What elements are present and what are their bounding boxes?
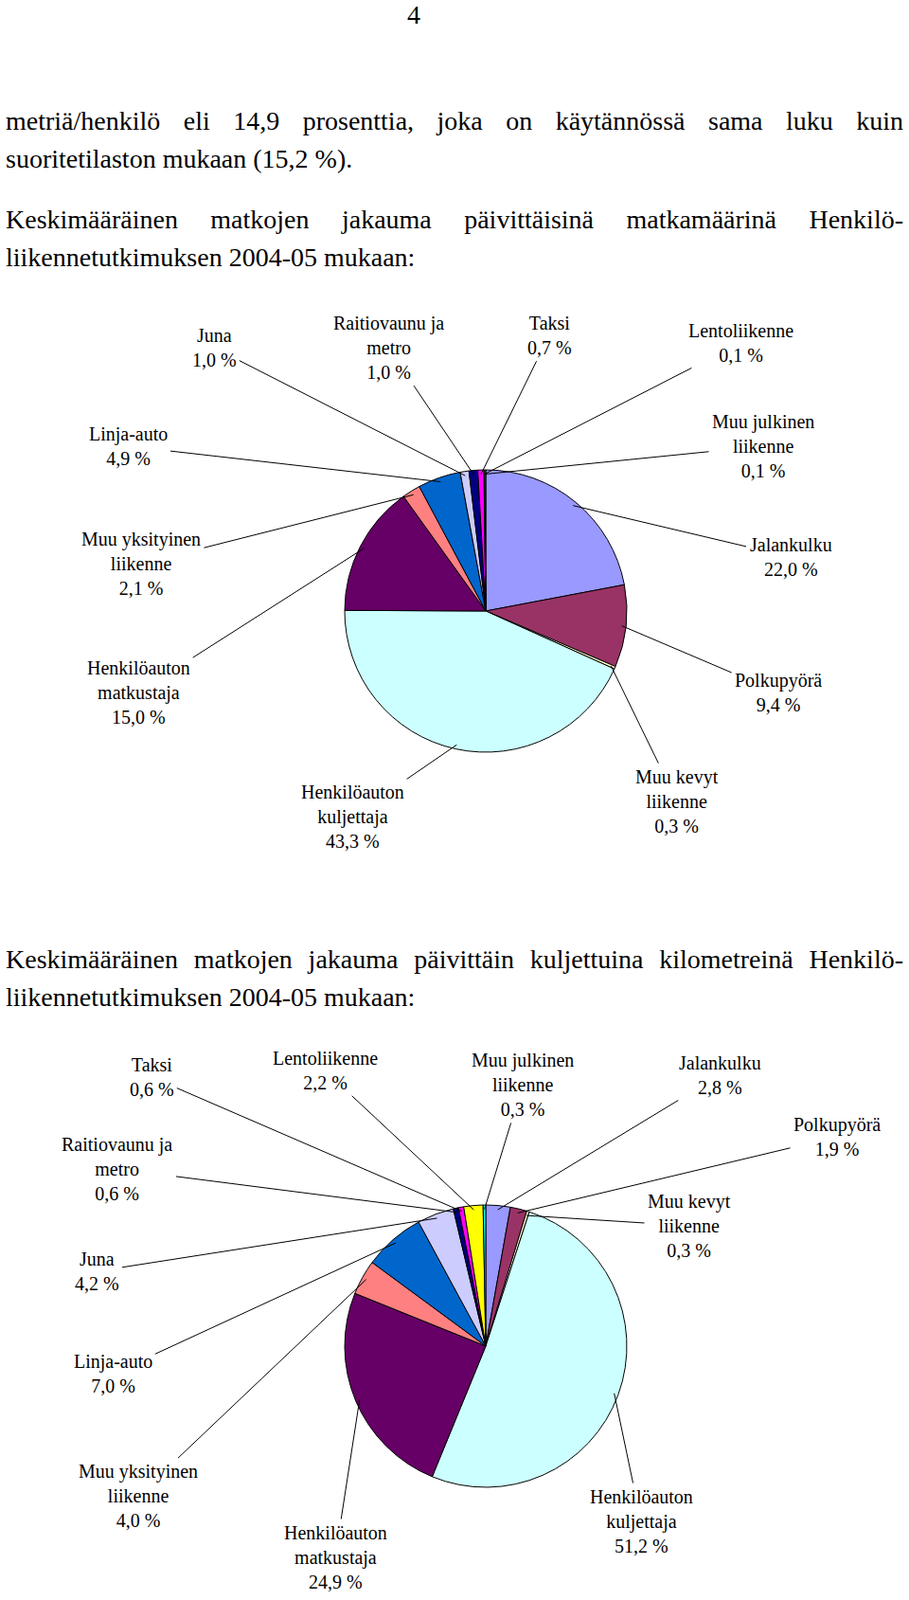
- svg-text:Taksi0,6 %: Taksi0,6 %: [129, 1053, 175, 1100]
- svg-text:Jalankulku22,0 %: Jalankulku22,0 %: [749, 534, 833, 580]
- svg-text:Linja-auto7,0 %: Linja-auto7,0 %: [73, 1350, 153, 1396]
- svg-text:Henkilöautonmatkustaja24,9 %: Henkilöautonmatkustaja24,9 %: [284, 1521, 388, 1592]
- svg-text:Taksi0,7 %: Taksi0,7 %: [527, 312, 572, 358]
- svg-text:Muu kevytliikenne0,3 %: Muu kevytliikenne0,3 %: [647, 1190, 731, 1261]
- svg-text:Henkilöautonmatkustaja15,0 %: Henkilöautonmatkustaja15,0 %: [87, 657, 191, 728]
- svg-text:Henkilöautonkuljettaja51,2 %: Henkilöautonkuljettaja51,2 %: [589, 1485, 694, 1556]
- svg-text:Jalankulku2,8 %: Jalankulku2,8 %: [678, 1051, 762, 1098]
- svg-text:Muu yksityinenliikenne4,0 %: Muu yksityinenliikenne4,0 %: [78, 1460, 198, 1531]
- svg-text:Juna4,2 %: Juna4,2 %: [74, 1247, 120, 1294]
- html-text:4: 4: [407, 0, 421, 30]
- svg-text:Muu yksityinenliikenne2,1 %: Muu yksityinenliikenne2,1 %: [81, 528, 201, 599]
- html-text:Keskimääräinen matkojen jakaum: Keskimääräinen matkojen jakauma päivittä…: [5, 944, 904, 1012]
- svg-text:Muu kevytliikenne0,3 %: Muu kevytliikenne0,3 %: [635, 766, 719, 837]
- svg-text:Polkupyörä1,9 %: Polkupyörä1,9 %: [793, 1113, 881, 1159]
- svg-text:Muu julkinenliikenne0,3 %: Muu julkinenliikenne0,3 %: [471, 1049, 574, 1120]
- svg-text:Juna1,0 %: Juna1,0 %: [192, 324, 237, 371]
- html-text:Keskimääräinen matkojen jakaum: Keskimääräinen matkojen jakauma päivittä…: [5, 204, 904, 272]
- svg-text:Raitiovaunu jametro1,0 %: Raitiovaunu jametro1,0 %: [333, 312, 445, 383]
- html-text:metriä/henkilö eli 14,9 prosen: metriä/henkilö eli 14,9 prosenttia, joka…: [5, 106, 904, 174]
- svg-text:Polkupyörä9,4 %: Polkupyörä9,4 %: [734, 669, 822, 715]
- svg-text:Henkilöautonkuljettaja43,3 %: Henkilöautonkuljettaja43,3 %: [301, 781, 405, 852]
- svg-text:Muu julkinenliikenne0,1 %: Muu julkinenliikenne0,1 %: [712, 410, 815, 482]
- svg-text:Lentoliikenne2,2 %: Lentoliikenne2,2 %: [272, 1047, 378, 1093]
- svg-text:Raitiovaunu jametro0,6 %: Raitiovaunu jametro0,6 %: [61, 1133, 173, 1204]
- svg-text:Lentoliikenne0,1 %: Lentoliikenne0,1 %: [688, 320, 794, 366]
- svg-text:Linja-auto4,9 %: Linja-auto4,9 %: [89, 423, 168, 469]
